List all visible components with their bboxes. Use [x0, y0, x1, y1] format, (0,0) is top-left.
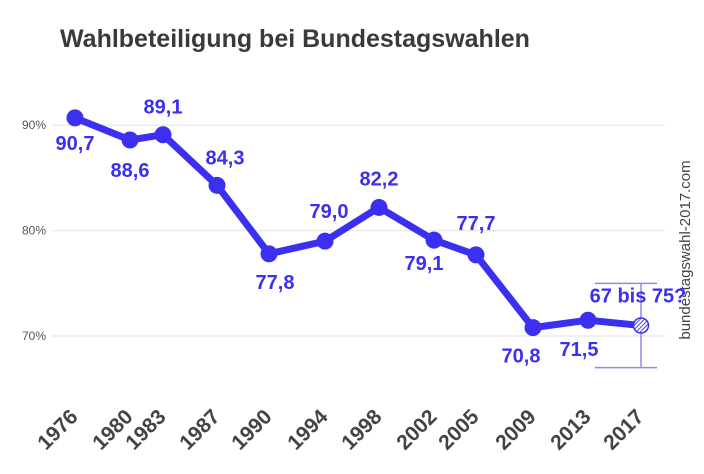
data-label: 90,7 — [56, 133, 95, 155]
data-point — [579, 311, 597, 329]
grid — [52, 124, 665, 337]
x-tick-label: 2013 — [546, 405, 595, 454]
data-point — [316, 232, 334, 250]
data-label: 84,3 — [206, 147, 245, 169]
data-label: 71,5 — [560, 339, 599, 361]
x-tick-label: 2017 — [599, 405, 648, 454]
x-tick-label: 1987 — [175, 405, 224, 454]
x-tick-label: 1998 — [337, 405, 387, 455]
y-tick-label: 70% — [22, 329, 46, 343]
data-label: 79,1 — [405, 253, 444, 275]
data-point — [425, 231, 443, 249]
y-axis: 70% 80% 90% — [22, 118, 46, 343]
data-labels: 90,7 88,6 89,1 84,3 77,8 79,0 82,2 79,1 77,7 70,8… — [56, 97, 687, 368]
series-line — [71, 114, 645, 332]
source-watermark: bundestagswahl-2017.com — [677, 160, 694, 339]
x-tick-label: 1990 — [227, 405, 276, 454]
chart-title: Wahlbeteiligung bei Bundestagswahlen — [60, 25, 530, 53]
x-tick-label: 1976 — [33, 405, 82, 454]
data-label: 89,1 — [144, 97, 183, 119]
data-point — [524, 319, 542, 337]
data-point — [208, 176, 226, 194]
series-path — [71, 114, 645, 332]
data-label: 79,0 — [310, 201, 349, 223]
x-tick-label: 2009 — [491, 405, 540, 454]
data-label: 77,7 — [457, 213, 496, 235]
x-tick-label: 2002 — [392, 405, 441, 454]
data-point — [66, 109, 84, 127]
data-point — [121, 131, 139, 149]
data-label: 70,8 — [502, 346, 541, 368]
data-label: 67 bis 75? — [590, 285, 687, 307]
data-point — [154, 126, 172, 144]
data-label: 77,8 — [256, 272, 295, 294]
data-label: 82,2 — [360, 168, 399, 190]
data-point-projection — [632, 317, 650, 334]
x-tick-label: 2005 — [434, 405, 484, 455]
data-point — [260, 245, 278, 263]
data-points — [66, 109, 650, 337]
y-tick-label: 80% — [22, 224, 46, 238]
data-point — [370, 198, 388, 216]
x-tick-label: 1994 — [283, 405, 333, 455]
y-tick-label: 90% — [22, 118, 46, 132]
data-label: 88,6 — [111, 160, 150, 182]
data-point — [467, 246, 485, 264]
